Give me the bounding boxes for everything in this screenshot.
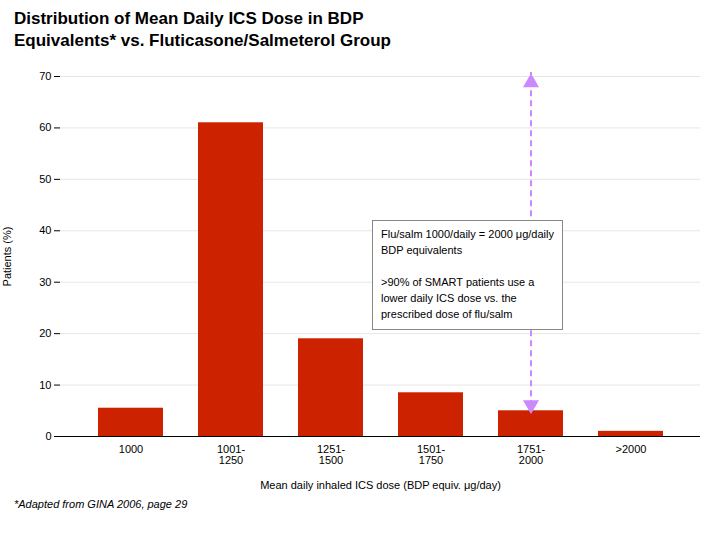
svg-text:1000: 1000 <box>119 443 143 455</box>
html-text:Distribution of Mean Daily ICS: Distribution of Mean Daily ICS Dose in B… <box>14 9 391 51</box>
svg-text:50: 50 <box>39 173 51 185</box>
html-text:Flu/salm 1000/daily = 2000 μg/: Flu/salm 1000/daily = 2000 μg/daily BDP … <box>381 228 554 320</box>
svg-text:30: 30 <box>39 276 51 288</box>
svg-text:0: 0 <box>45 430 51 442</box>
svg-text:Patients (%): Patients (%) <box>1 227 13 287</box>
svg-text:60: 60 <box>39 122 51 134</box>
svg-text:1001-1250: 1001-1250 <box>217 443 245 466</box>
svg-text:10: 10 <box>39 379 51 391</box>
svg-text:40: 40 <box>39 224 51 236</box>
svg-text:Mean daily inhaled ICS dose (B: Mean daily inhaled ICS dose (BDP equiv. … <box>260 479 501 491</box>
svg-text:1751-2000: 1751-2000 <box>517 443 545 466</box>
svg-text:1251-1500: 1251-1500 <box>317 443 345 466</box>
svg-text:20: 20 <box>39 327 51 339</box>
svg-text:>2000: >2000 <box>616 443 647 455</box>
svg-text:70: 70 <box>39 70 51 82</box>
html-text:*Adapted from GINA 2006, page: *Adapted from GINA 2006, page 29 <box>14 498 188 511</box>
svg-text:1501-1750: 1501-1750 <box>417 443 445 466</box>
